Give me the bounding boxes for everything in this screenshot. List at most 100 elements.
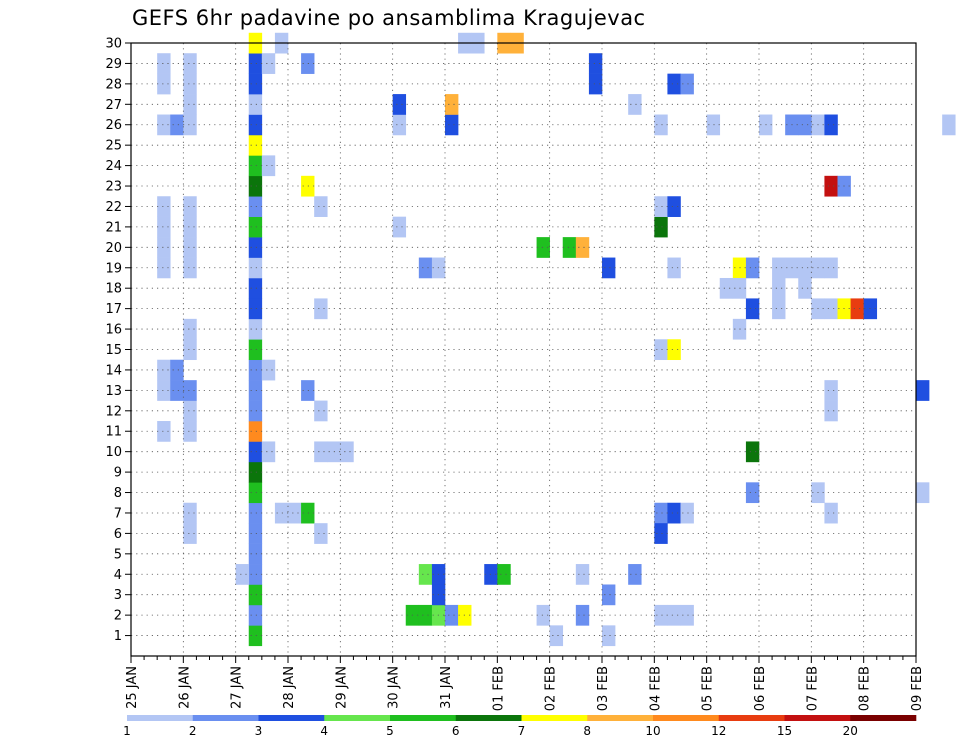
heat-cell-m26-t3 — [170, 114, 184, 136]
y-tick-label: 4 — [114, 568, 122, 583]
heat-cell-m15-t4 — [183, 339, 197, 361]
heat-cell-m24-t10 — [261, 155, 276, 177]
heat-cell-m20-t2 — [157, 237, 171, 258]
heat-cell-m2-t24 — [445, 604, 459, 626]
x-axis: 25 JAN 26 JAN 27 JAN 28 JAN 29 JAN 30 JAN 31 J… — [125, 656, 925, 711]
y-tick-label: 27 — [105, 98, 122, 113]
y-tick-label: 8 — [114, 486, 122, 501]
heat-cell-m3-t36 — [602, 584, 616, 606]
y-tick-label: 16 — [105, 323, 122, 338]
colorbar-label: 2 — [189, 724, 197, 738]
heat-cell-m20-t9 — [248, 237, 263, 258]
y-tick-label: 28 — [105, 77, 122, 92]
colorbar-swatch — [258, 715, 325, 721]
heat-cell-m21-t4 — [183, 216, 197, 238]
heat-cell-m13-t4 — [183, 380, 197, 401]
y-tick-label: 25 — [105, 139, 122, 154]
heat-cell-m25-t9 — [248, 134, 263, 156]
heat-cell-m27-t20 — [392, 94, 407, 115]
heat-cell-m6-t4 — [183, 523, 197, 544]
heat-cell-m10-t9 — [248, 441, 263, 463]
heat-cell-m19-t41 — [667, 257, 681, 279]
heat-cell-m7-t42 — [680, 502, 694, 524]
y-tick-label: 6 — [114, 527, 122, 542]
heat-cell-m1-t9 — [248, 625, 263, 647]
heat-cell-m21-t20 — [392, 216, 407, 238]
heat-cell-m2-t9 — [248, 604, 263, 626]
x-tick-label: 01 FEB — [491, 666, 506, 711]
heat-cell-m26-t2 — [157, 114, 171, 136]
heat-cell-m19-t4 — [183, 257, 197, 279]
y-tick-label: 18 — [105, 282, 122, 297]
heat-cell-m11-t4 — [183, 421, 197, 442]
heat-cell-m17-t55 — [850, 298, 864, 320]
heat-cell-m17-t9 — [248, 298, 263, 320]
heat-cell-m8-t60 — [916, 482, 930, 504]
heat-cell-m8-t47 — [745, 482, 760, 504]
heat-cell-m13-t3 — [170, 380, 184, 401]
heat-cell-m17-t47 — [745, 298, 760, 320]
heat-cell-m8-t9 — [248, 482, 263, 504]
y-axis: 1234567891011121314151617181920212223242… — [105, 37, 131, 644]
heat-cell-m29-t2 — [157, 53, 171, 74]
y-tick-label: 10 — [105, 445, 122, 460]
y-tick-label: 14 — [105, 363, 122, 378]
heat-cell-m29-t10 — [261, 53, 276, 74]
heat-cell-m29-t4 — [183, 53, 197, 74]
y-tick-label: 1 — [114, 629, 122, 644]
heat-cell-m12-t53 — [824, 400, 838, 422]
heat-cell-m7-t4 — [183, 502, 197, 524]
heat-cell-m21-t40 — [654, 216, 668, 238]
heat-cell-m14-t3 — [170, 359, 184, 381]
heat-cell-m1-t36 — [602, 625, 616, 647]
heat-cell-m2-t31 — [536, 604, 550, 626]
heat-cell-m27-t38 — [628, 94, 642, 115]
heat-cell-m14-t2 — [157, 359, 171, 381]
heat-cell-m19-t53 — [824, 257, 838, 279]
heat-cell-m4-t9 — [248, 564, 263, 585]
heat-cell-m7-t11 — [274, 502, 289, 524]
colorbar-swatch — [653, 715, 720, 721]
heat-cell-m10-t16 — [340, 441, 354, 463]
heat-cell-m15-t40 — [654, 339, 668, 361]
heat-cell-m19-t51 — [798, 257, 812, 279]
heat-cell-m2-t34 — [575, 604, 590, 626]
heat-cell-m13-t53 — [824, 380, 838, 401]
heat-cell-m22-t41 — [667, 196, 681, 217]
x-tick-label: 02 FEB — [544, 666, 559, 711]
heat-cell-m18-t51 — [798, 277, 812, 299]
heat-cell-m13-t9 — [248, 380, 263, 401]
heat-cell-m2-t22 — [418, 604, 433, 626]
heat-cell-m1-t32 — [549, 625, 564, 647]
heat-cell-m12-t14 — [314, 400, 328, 422]
heat-cell-m17-t53 — [824, 298, 838, 320]
colorbar-swatch — [718, 715, 785, 721]
heat-cell-m26-t40 — [654, 114, 668, 136]
y-tick-label: 9 — [114, 466, 122, 481]
heat-cell-m5-t9 — [248, 543, 263, 565]
heat-cell-m20-t31 — [536, 237, 550, 258]
heat-cell-m19-t2 — [157, 257, 171, 279]
heat-cell-m24-t9 — [248, 155, 263, 177]
heat-cell-m22-t40 — [654, 196, 668, 217]
heat-cell-m27-t24 — [445, 94, 459, 115]
y-tick-label: 12 — [105, 404, 122, 419]
colorbar-label: 12 — [711, 724, 726, 738]
y-tick-label: 17 — [105, 302, 122, 317]
colorbar-swatch — [850, 715, 917, 721]
heat-cell-m28-t4 — [183, 73, 197, 95]
heat-cell-m23-t9 — [248, 175, 263, 197]
heat-cell-m12-t9 — [248, 400, 263, 422]
heat-cell-m21-t2 — [157, 216, 171, 238]
x-tick-label: 26 JAN — [177, 666, 192, 709]
heat-cell-m27-t9 — [248, 94, 263, 115]
heat-cell-m28-t9 — [248, 73, 263, 95]
colorbar-swatch — [127, 715, 194, 721]
heat-cell-m19-t9 — [248, 257, 263, 279]
heat-cell-m13-t60 — [916, 380, 930, 401]
heat-cell-m14-t10 — [261, 359, 276, 381]
colorbar-swatch — [192, 715, 259, 721]
heat-cell-m18-t9 — [248, 277, 263, 299]
heat-cell-m26-t4 — [183, 114, 197, 136]
